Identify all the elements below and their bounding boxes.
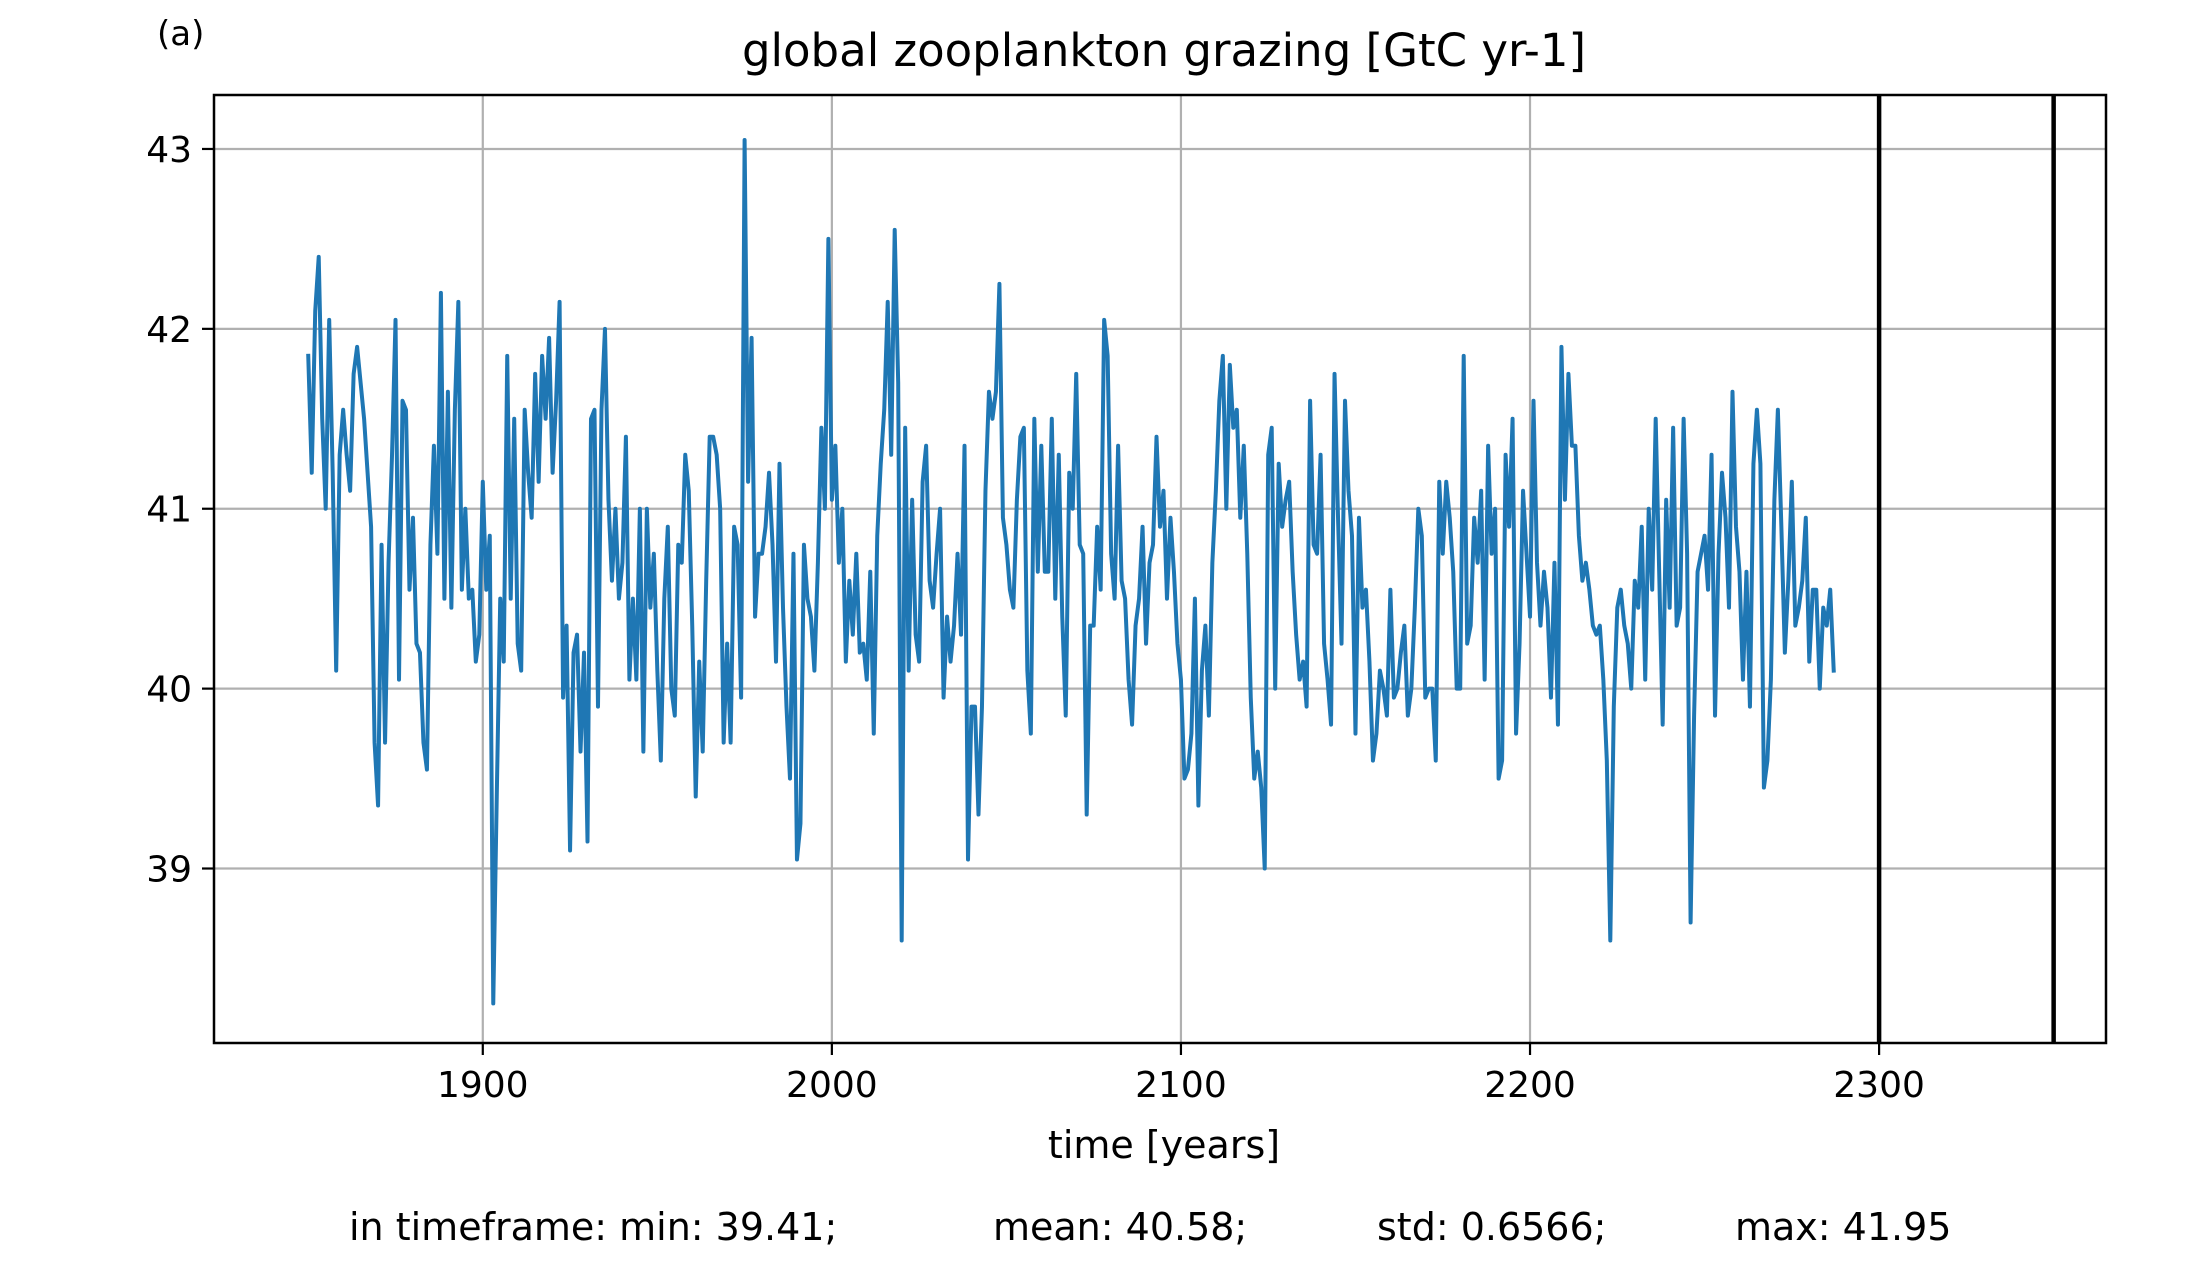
- series-layer: [306, 137, 1836, 1006]
- y-tick-label: 40: [146, 670, 192, 711]
- stats-min: in timeframe: min: 39.41;: [349, 1205, 838, 1249]
- grid: [214, 95, 2106, 1043]
- chart-title: global zooplankton grazing [GtC yr-1]: [742, 24, 1586, 77]
- stats-std: std: 0.6566;: [1377, 1205, 1607, 1249]
- plot-frame: [212, 93, 2108, 1045]
- vertical-markers: [1876, 95, 2056, 1043]
- stats-max: max: 41.95: [1735, 1205, 1952, 1249]
- x-axis: 1900 2000 2100 2200 2300: [437, 1043, 1925, 1106]
- x-axis-label: time [years]: [1048, 1123, 1280, 1167]
- stats-footer: in timeframe: min: 39.41; mean: 40.58; s…: [0, 1205, 2196, 1255]
- x-tick-label: 2000: [786, 1065, 878, 1106]
- series-line: [306, 137, 1836, 1006]
- panel-label: (a): [157, 14, 205, 54]
- x-tick-label: 1900: [437, 1065, 529, 1106]
- x-tick-label: 2300: [1833, 1065, 1925, 1106]
- y-tick-label: 39: [146, 850, 192, 891]
- y-tick-label: 43: [146, 130, 192, 171]
- x-tick-label: 2200: [1484, 1065, 1576, 1106]
- y-axis: 39 40 41 42 43: [146, 130, 214, 891]
- y-tick-label: 41: [146, 490, 192, 531]
- stats-mean: mean: 40.58;: [993, 1205, 1248, 1249]
- y-tick-label: 42: [146, 310, 192, 351]
- x-tick-label: 2100: [1135, 1065, 1227, 1106]
